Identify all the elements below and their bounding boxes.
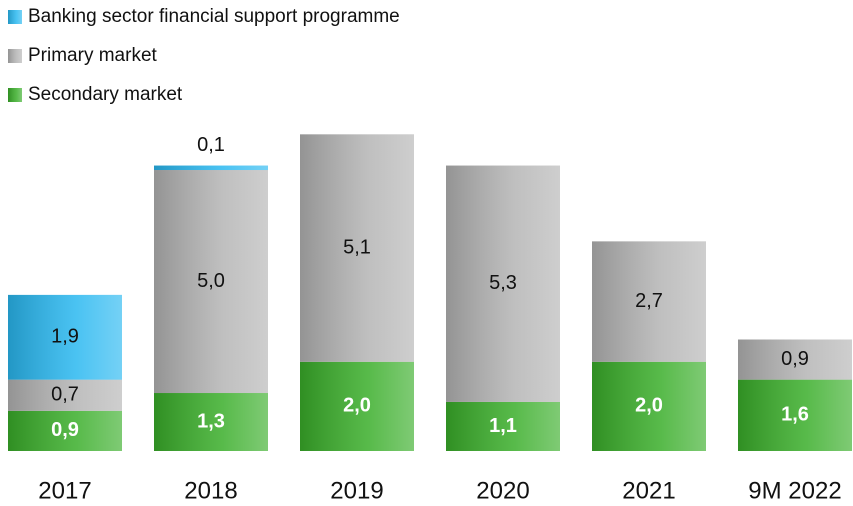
data-label: 1,6 (781, 404, 809, 426)
bar-shine (738, 339, 852, 380)
bar-shine (738, 379, 852, 451)
legend-label: Primary market (28, 45, 158, 66)
bar-shine (154, 393, 268, 451)
data-label: 2,7 (635, 290, 663, 312)
data-label: 5,0 (197, 270, 225, 292)
bar-shine (592, 361, 706, 451)
data-label: 1,3 (197, 410, 225, 432)
x-tick-label: 2017 (38, 477, 91, 504)
bar-shine (8, 379, 122, 411)
x-tick-label: 9M 2022 (748, 477, 841, 504)
bar-shine (8, 410, 122, 451)
legend-swatch-shine (8, 49, 22, 63)
bar-shine (154, 170, 268, 394)
bar-shine (592, 241, 706, 362)
bar-shine (8, 294, 122, 380)
data-label: 0,9 (781, 348, 809, 370)
data-label: 0,9 (51, 419, 79, 441)
bar-shine (300, 361, 414, 451)
bar-shine (446, 165, 560, 402)
bar-shine (300, 134, 414, 362)
data-label: 1,1 (489, 415, 517, 437)
data-label: 2,0 (343, 395, 371, 417)
data-label: 5,1 (343, 236, 371, 258)
data-label: 2,0 (635, 395, 663, 417)
bar-shine (154, 165, 268, 171)
x-tick-label: 2018 (184, 477, 237, 504)
x-tick-label: 2021 (622, 477, 675, 504)
bar-shine (446, 401, 560, 451)
data-label: 0,1 (197, 134, 225, 156)
legend-swatch-shine (8, 10, 22, 24)
legend-swatch-shine (8, 88, 22, 102)
data-label: 1,9 (51, 326, 79, 348)
data-label: 5,3 (489, 272, 517, 294)
legend-label: Banking sector financial support program… (28, 6, 400, 27)
legend-label: Secondary market (28, 84, 183, 105)
data-label: 0,7 (51, 384, 79, 406)
x-tick-label: 2020 (476, 477, 529, 504)
x-tick-label: 2019 (330, 477, 383, 504)
